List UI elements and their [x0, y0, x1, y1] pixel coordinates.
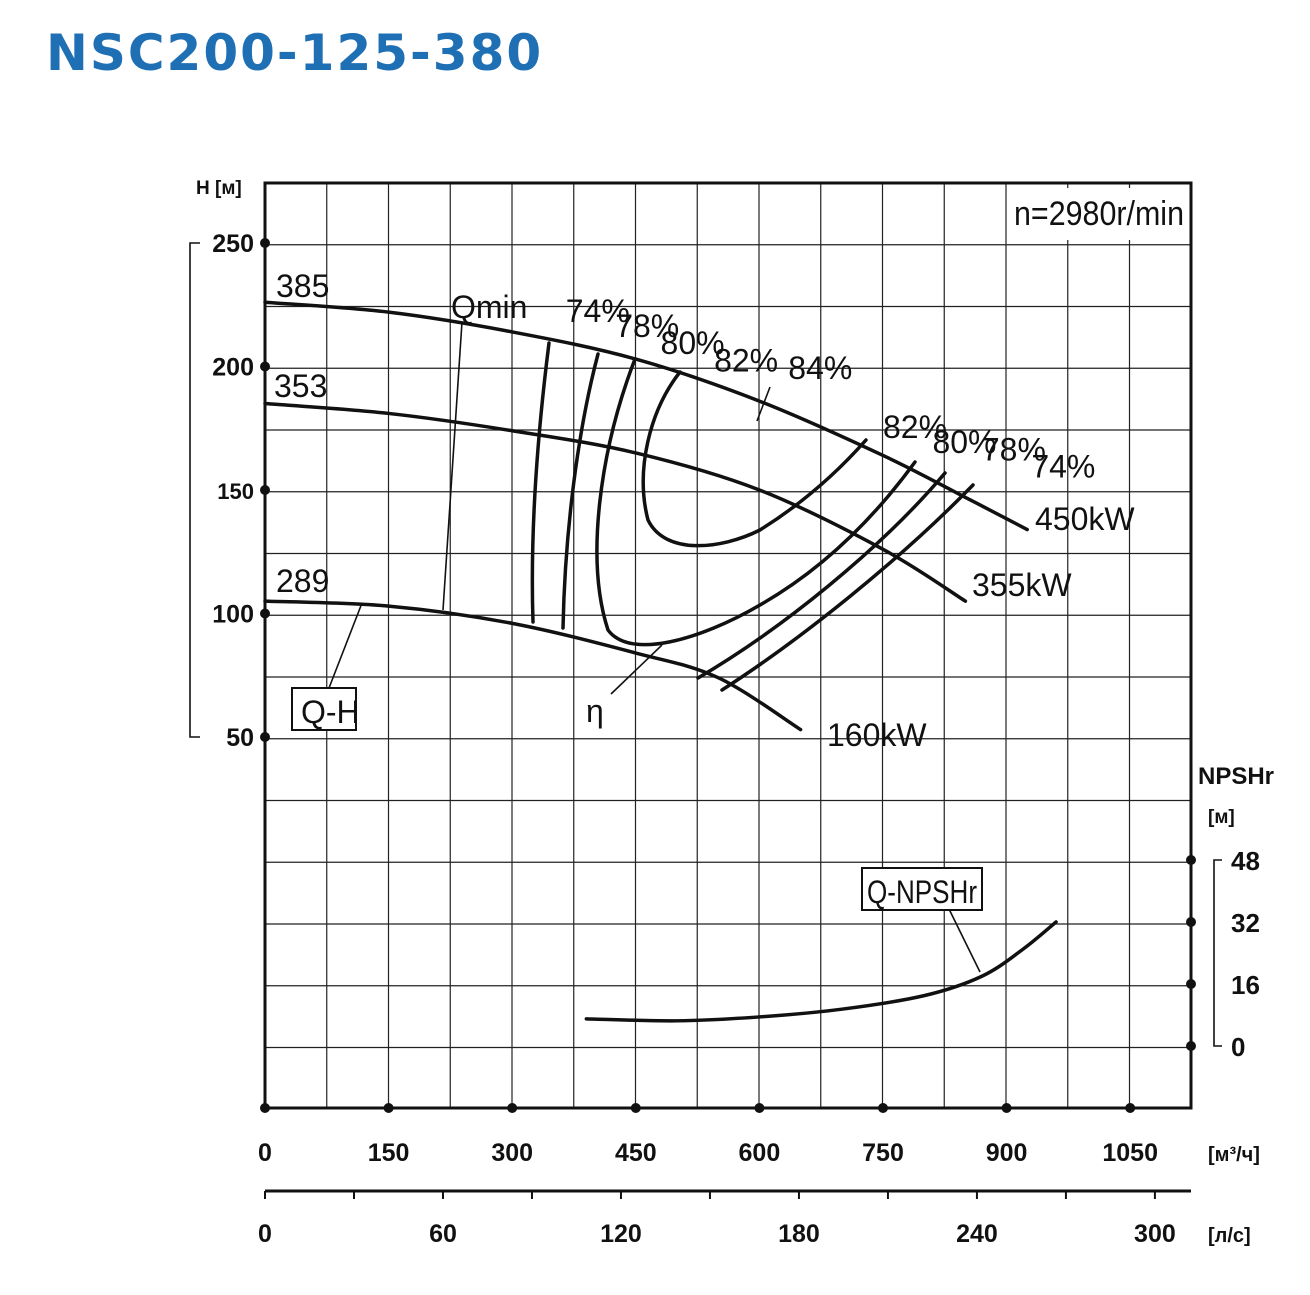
flow-tick-label: 1050 [1102, 1139, 1158, 1167]
flow-tick-label: 0 [258, 1139, 272, 1167]
head-tick-dot [260, 732, 270, 742]
head-tick-dot [260, 238, 270, 248]
npsh-tick-dot [1186, 917, 1196, 927]
flow-secondary-tick-label: 0 [258, 1220, 272, 1248]
flow-tick-label: 300 [491, 1139, 533, 1167]
npsh-axis-label: NPSHr [1198, 763, 1274, 790]
head-tick-label: 100 [212, 601, 254, 629]
efficiency-label: 74% [1031, 449, 1095, 485]
power-label-355kw: 355kW [972, 567, 1072, 603]
flow-axis-unit-m3h: [м³/ч] [1208, 1144, 1260, 1166]
efficiency-label: 80% [661, 325, 725, 361]
npsh-tick-label: 16 [1231, 970, 1260, 1000]
flow-tick-dot [1125, 1103, 1136, 1113]
efficiency-labels: 74%78%80%82% 84%82%80%78%74% [566, 293, 1096, 485]
head-tick-dot [260, 485, 270, 495]
npsh-tick-labels: 48 32 16 0 [1231, 846, 1260, 1062]
power-label-450kw: 450kW [1035, 501, 1135, 537]
efficiency-84-pointer [756, 386, 771, 422]
qh-label: Q-H [301, 694, 360, 730]
impeller-label-289: 289 [276, 563, 329, 599]
flow-tick-label: 450 [615, 1139, 657, 1167]
efficiency-label: 82% [883, 409, 947, 445]
head-tick-label: 250 [212, 230, 254, 258]
impeller-label-353: 353 [274, 368, 327, 404]
efficiency-curve-74-right [720, 483, 975, 692]
flow-tick-dot [507, 1103, 518, 1113]
speed-label-box [1007, 188, 1187, 240]
eta-pointer [610, 644, 663, 695]
qmin-line [442, 321, 463, 611]
flow-tick-dot [754, 1103, 765, 1113]
head-tick-labels: 250 200 150 100 50 [212, 230, 254, 752]
qh-pointer [328, 602, 363, 689]
flow-secondary-tick-label: 120 [600, 1220, 642, 1248]
power-label-160kw: 160kW [827, 717, 927, 753]
flow-secondary-tick-label: 300 [1134, 1220, 1176, 1248]
npsh-pointer [948, 908, 981, 973]
qmin-label: Qmin [451, 289, 527, 325]
qh-curve-353 [263, 401, 968, 603]
flow-secondary-minor-ticks [264, 1191, 1156, 1199]
plot-frame [263, 181, 1193, 1110]
head-tick-label: 200 [212, 354, 254, 382]
npsh-axis-unit: [м] [1208, 807, 1235, 828]
flow-tick-label: 150 [368, 1139, 410, 1167]
efficiency-label: 78% [615, 308, 679, 344]
npsh-tick-label: 0 [1231, 1032, 1245, 1062]
flow-tick-label: 750 [862, 1139, 904, 1167]
page-title: NSC200-125-380 [46, 24, 544, 82]
flow-tick-labels: 0 150 300 450 600 750 900 1050 [258, 1139, 1158, 1167]
flow-tick-dot [383, 1103, 394, 1113]
npsh-tick-label: 48 [1231, 846, 1260, 876]
npsh-tick-dot [1186, 1041, 1196, 1051]
flow-secondary-tick-labels: 0 60 120 180 240 300 [258, 1220, 1176, 1248]
chart-grid [265, 183, 1191, 1108]
head-axis-dots [260, 238, 270, 742]
efficiency-curve-74-left [530, 341, 551, 624]
head-tick-dot [260, 361, 270, 372]
npsh-label: Q-NPSHr [867, 874, 977, 910]
head-axis-bracket [189, 242, 200, 738]
efficiency-curve-78-right [696, 471, 947, 680]
flow-axis-dots [260, 1103, 1136, 1113]
efficiency-curve-80-loop [595, 357, 917, 647]
flow-tick-label: 600 [739, 1139, 781, 1167]
efficiency-curve-82-loop [641, 370, 868, 548]
efficiency-label: 78% [982, 431, 1046, 467]
head-tick-label: 50 [226, 724, 254, 752]
npsh-tick-dot [1186, 855, 1196, 865]
flow-tick-dot [1001, 1103, 1012, 1113]
head-axis-label: H [м] [196, 178, 242, 199]
npsh-tick-label: 32 [1231, 908, 1260, 938]
npsh-axis-dots [1186, 855, 1196, 1051]
flow-tick-dot [878, 1103, 888, 1113]
efficiency-label: 74% [566, 293, 630, 329]
flow-secondary-tick-label: 180 [778, 1220, 820, 1248]
head-tick-label: 150 [217, 479, 254, 504]
qh-curve-289 [263, 599, 803, 732]
npsh-curve [584, 920, 1058, 1023]
npsh-axis-bracket [1213, 859, 1222, 1047]
flow-tick-dot [630, 1103, 641, 1113]
eta-label: η [586, 693, 604, 729]
efficiency-label: 80% [932, 424, 996, 460]
efficiency-curve-78-left [561, 352, 600, 630]
impeller-label-385: 385 [276, 268, 329, 304]
head-tick-dot [260, 608, 270, 619]
flow-axis-unit-ls: [л/с] [1208, 1225, 1251, 1247]
speed-label: n=2980r/min [1014, 195, 1184, 233]
flow-secondary-tick-label: 60 [429, 1220, 457, 1248]
qh-label-box [291, 687, 357, 731]
efficiency-label: 84% [788, 350, 852, 386]
flow-secondary-tick-label: 240 [956, 1220, 998, 1248]
qh-curve-385 [263, 300, 1029, 532]
npsh-label-box [861, 867, 983, 911]
npsh-tick-dot [1186, 979, 1196, 989]
flow-tick-dot [260, 1103, 270, 1113]
flow-tick-label: 900 [986, 1139, 1028, 1167]
efficiency-label: 82% [714, 342, 778, 378]
